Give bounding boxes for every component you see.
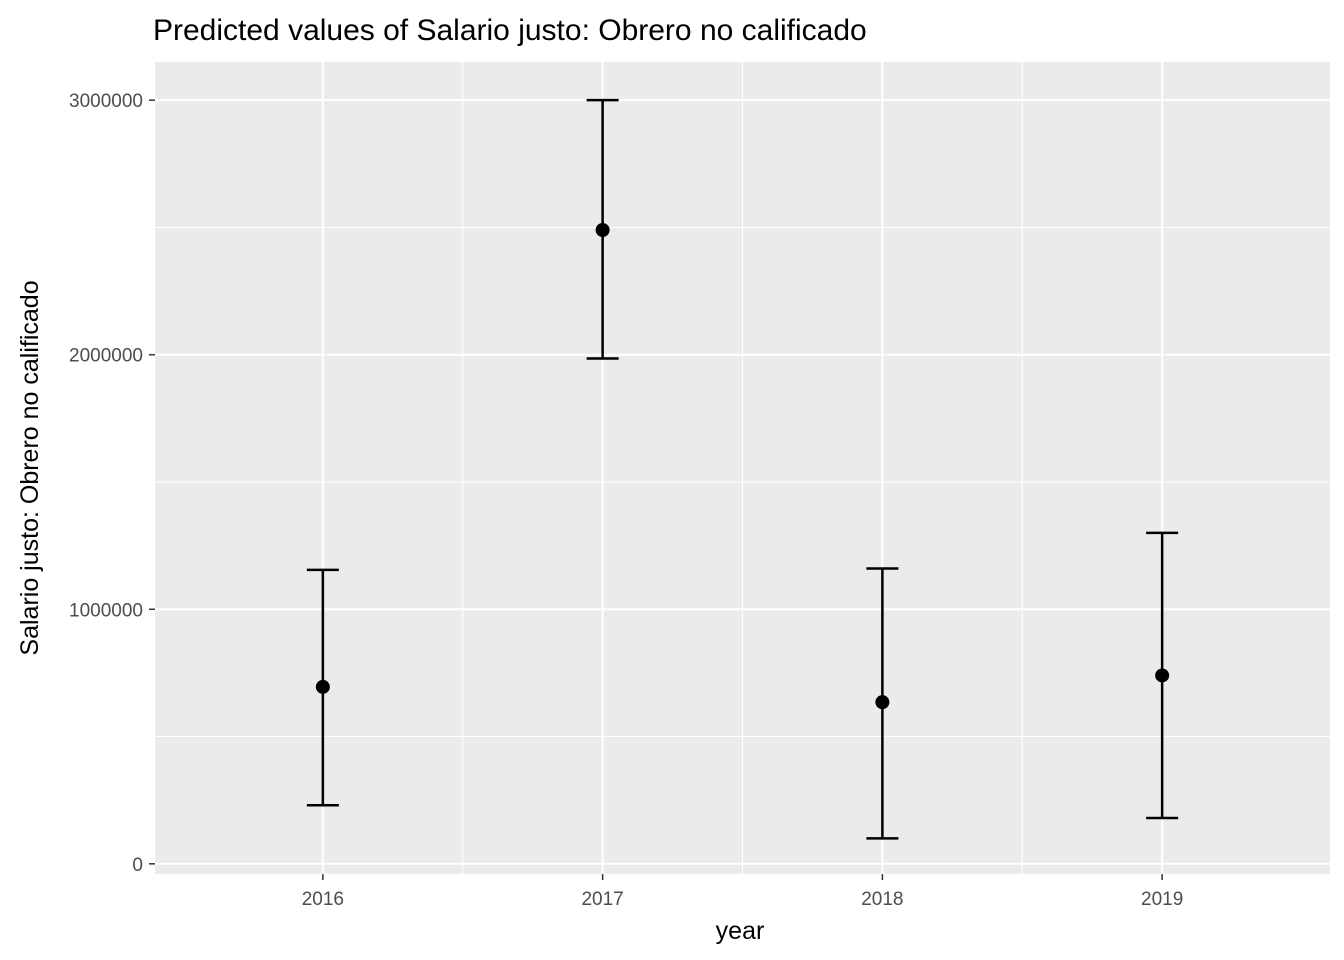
y-tick-label: 0 (132, 855, 143, 876)
x-tick-label: 2019 (1141, 889, 1183, 910)
error-bar-2018 (866, 567, 899, 840)
data-point (595, 223, 610, 237)
chart-title: Predicted values of Salario justo: Obrer… (153, 14, 867, 47)
error-bars-and-points (306, 98, 1179, 840)
x-tick-label: 2016 (302, 889, 344, 910)
y-tick-label: 3000000 (69, 91, 143, 112)
x-axis-title: year (716, 917, 765, 945)
x-axis: 2016 2017 2018 2019 (302, 874, 1183, 910)
y-axis-title: Salario justo: Obrero no calificado (16, 280, 44, 655)
y-axis: 0 1000000 2000000 3000000 (69, 91, 155, 876)
y-tick-label: 1000000 (69, 600, 143, 621)
data-point (315, 679, 330, 694)
error-bar-2016 (306, 568, 339, 807)
error-bar-2017 (586, 98, 619, 360)
data-point (1155, 668, 1170, 683)
error-bar-2019 (1146, 531, 1179, 820)
y-tick-label: 2000000 (69, 346, 143, 367)
x-tick-label: 2018 (861, 889, 903, 910)
x-tick-label: 2017 (581, 889, 623, 910)
minor-gridlines (155, 62, 1330, 874)
data-point (875, 695, 890, 710)
